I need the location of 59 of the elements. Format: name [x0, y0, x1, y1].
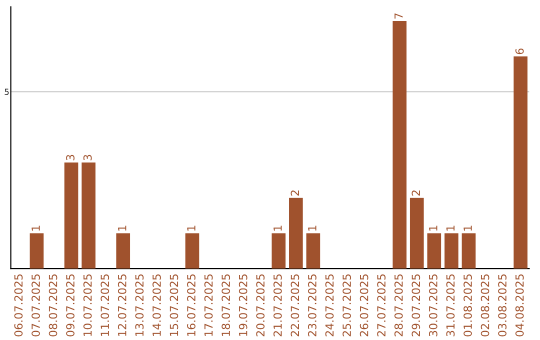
x-tick-label: 30.07.2025 — [428, 274, 438, 336]
data-label: 3 — [66, 154, 75, 160]
data-label: 3 — [83, 154, 92, 160]
bar — [116, 233, 130, 269]
x-tick-label: 24.07.2025 — [325, 274, 334, 336]
bar — [272, 233, 286, 269]
x-tick-label: 22.07.2025 — [290, 274, 300, 336]
data-label: 2 — [412, 190, 420, 196]
x-tick-label: 09.07.2025 — [66, 274, 75, 336]
x-tick-label: 13.07.2025 — [135, 274, 144, 336]
data-label: 6 — [515, 48, 524, 54]
x-tick-label: 12.07.2025 — [118, 274, 126, 336]
x-tick-label: 08.07.2025 — [48, 274, 58, 336]
x-tick-label: 27.07.2025 — [377, 274, 386, 336]
x-tick-label: 19.07.2025 — [238, 274, 248, 336]
data-label: 1 — [187, 226, 196, 231]
x-tick-label: 14.07.2025 — [152, 274, 161, 336]
x-tick-label: 03.08.2025 — [498, 274, 507, 336]
x-tick-label: 04.08.2025 — [515, 274, 524, 336]
data-label: 1 — [446, 226, 455, 231]
bar — [82, 162, 96, 269]
bar — [30, 233, 44, 269]
data-label: 1 — [429, 226, 438, 231]
x-tick-label: 01.08.2025 — [464, 274, 472, 336]
x-tick-label: 16.07.2025 — [187, 274, 196, 336]
bar — [410, 198, 424, 269]
x-tick-label: 18.07.2025 — [222, 274, 230, 336]
x-tick-label: 31.07.2025 — [446, 274, 455, 336]
x-tick-label: 29.07.2025 — [412, 274, 420, 336]
bar — [306, 233, 320, 269]
bar — [64, 162, 78, 269]
y-tick-label: 5 — [4, 88, 9, 95]
data-label: 7 — [394, 13, 403, 19]
bar — [185, 233, 200, 269]
x-tick-label: 23.07.2025 — [308, 274, 316, 336]
x-tick-label: 28.07.2025 — [394, 274, 403, 336]
data-label: 1 — [308, 226, 316, 231]
data-label: 1 — [464, 226, 472, 231]
data-label: 2 — [290, 190, 299, 196]
x-tick-label: 10.07.2025 — [83, 274, 92, 336]
x-tick-label: 11.07.2025 — [100, 274, 110, 336]
x-tick-label: 07.07.2025 — [32, 274, 40, 336]
x-tick-label: 15.07.2025 — [170, 274, 178, 336]
bar — [462, 233, 476, 269]
x-tick-label: 17.07.2025 — [204, 274, 213, 336]
x-tick-label: 21.07.2025 — [273, 274, 282, 336]
bar — [289, 198, 303, 269]
x-tick-label: 26.07.2025 — [360, 274, 368, 336]
x-tick-label: 25.07.2025 — [342, 274, 351, 336]
x-tick-label: 06.07.2025 — [14, 274, 23, 336]
data-label: 1 — [118, 226, 126, 231]
data-label: 1 — [32, 226, 40, 231]
x-tick-label: 20.07.2025 — [256, 274, 265, 336]
bar — [427, 233, 442, 269]
bar — [514, 56, 528, 269]
bar — [444, 233, 458, 269]
x-tick-label: 02.08.2025 — [480, 274, 490, 336]
data-label: 1 — [274, 226, 282, 231]
bar — [392, 20, 407, 269]
